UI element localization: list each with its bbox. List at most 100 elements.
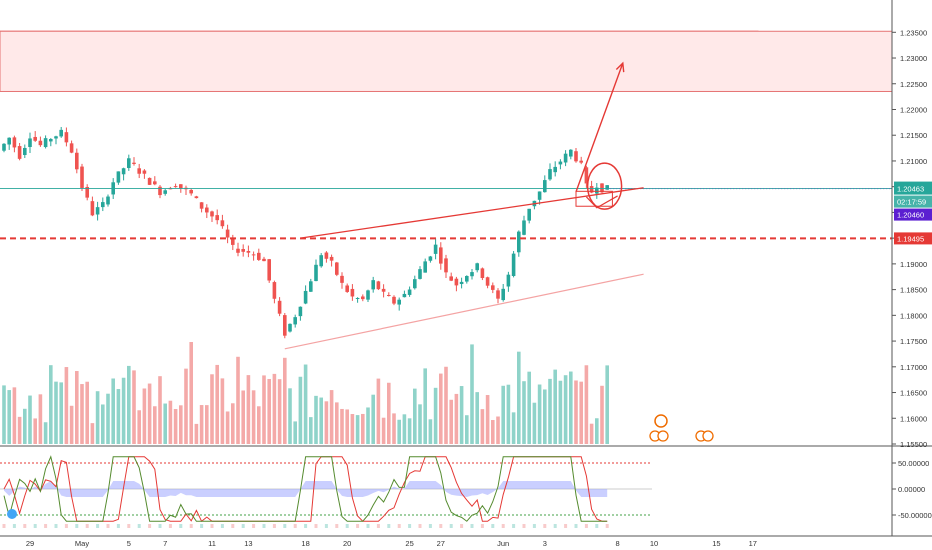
candle-body [69, 143, 74, 153]
candle-body [298, 306, 303, 317]
volume-bar [532, 402, 537, 444]
candle-body [324, 252, 329, 259]
candle-body [121, 168, 126, 175]
volume-bar [179, 405, 183, 444]
volume-bar [153, 406, 157, 444]
volume-bar [246, 375, 251, 444]
candle-body [54, 136, 58, 139]
oscillator-volume-bar [387, 524, 391, 528]
volume-bar [418, 404, 422, 444]
candle-body [241, 249, 245, 252]
candle-body [454, 278, 459, 286]
candle-body [439, 247, 443, 264]
candle-body [267, 259, 271, 281]
volume-bar [303, 364, 308, 444]
volume-bar [236, 356, 240, 444]
candle-body [272, 282, 277, 299]
oscillator-volume-bar [553, 524, 557, 528]
volume-bar [59, 382, 63, 444]
candle-body [85, 186, 89, 198]
candle-body [449, 276, 453, 281]
oscillator-volume-bar [605, 524, 609, 528]
volume-bar [64, 367, 69, 444]
volume-bar [283, 357, 287, 444]
volume-bar [433, 387, 438, 444]
volume-bar [23, 408, 27, 444]
time-tick-label: 15 [712, 539, 720, 548]
price-tick-label: 1.22500 [900, 80, 927, 89]
candle-body [579, 160, 583, 163]
oscillator-tick-label: -50.00000 [898, 511, 932, 520]
volume-bar [480, 409, 485, 444]
time-tick-label: 13 [244, 539, 252, 548]
time-tick-label: 27 [437, 539, 445, 548]
volume-bar [329, 390, 334, 444]
trendline [300, 187, 644, 239]
volume-bar [69, 405, 74, 444]
candle-body [116, 171, 121, 183]
volume-bar [423, 368, 427, 444]
candle-body [220, 220, 225, 227]
volume-bar [501, 385, 505, 444]
candle-body [303, 290, 308, 304]
candle-body [262, 258, 266, 262]
candle-body [402, 293, 407, 298]
volume-bar [449, 399, 453, 444]
candle-body [413, 279, 417, 289]
candle-body [387, 294, 391, 296]
resistance-zone-light [0, 30, 893, 92]
projection-arrowhead [615, 61, 625, 73]
volume-bar [173, 409, 178, 444]
volume-bar [38, 394, 43, 444]
candle-body [257, 252, 261, 260]
candle-body [127, 158, 131, 169]
oscillator-volume-bar [200, 524, 204, 528]
candle-body [459, 281, 464, 285]
candle-body [574, 151, 578, 162]
candle-body [106, 196, 110, 205]
candle-body [80, 166, 84, 188]
candle-body [558, 161, 563, 165]
volume-bar [454, 393, 459, 444]
volume-bar [163, 403, 167, 444]
volume-bar [251, 390, 256, 444]
candle-body [433, 244, 438, 254]
oscillator-volume-bar [168, 524, 172, 528]
oscillator-volume-bar [574, 524, 578, 528]
time-tick-label: 17 [749, 539, 757, 548]
oscillator-volume-bar [33, 524, 37, 528]
candle-body [251, 254, 256, 256]
volume-bar [293, 421, 297, 444]
candle-body [329, 256, 334, 261]
oscillator-volume-bar [231, 524, 235, 528]
candle-body [319, 255, 323, 267]
volume-bar [428, 419, 433, 444]
volume-bar [600, 385, 604, 444]
volume-bar [402, 414, 407, 444]
volume-bar [90, 423, 95, 444]
price-tick-label: 1.16500 [900, 389, 927, 398]
oscillator-signal-line [3, 456, 608, 523]
price-tick-label: 1.18000 [900, 311, 927, 320]
candle-body [293, 317, 297, 325]
volume-bar [506, 384, 511, 444]
volume-bar [194, 423, 199, 444]
oscillator-volume-bar [106, 524, 110, 528]
volume-bar [444, 366, 448, 444]
oscillator-volume-bar [23, 524, 27, 528]
volume-bar [387, 382, 391, 444]
candle-body [517, 231, 521, 253]
oscillator-volume-bar [262, 524, 266, 528]
oscillator-volume-bar [64, 524, 68, 528]
volume-bar [475, 392, 479, 444]
price-tick-label: 1.21000 [900, 157, 927, 166]
volume-bar [595, 418, 599, 444]
candle-body [355, 298, 360, 300]
price-tick-label: 1.17500 [900, 337, 927, 346]
volume-bar [12, 387, 17, 444]
volume-bar [127, 365, 131, 444]
candle-body [225, 229, 230, 238]
oscillator-volume-bar [376, 524, 380, 528]
volume-bar [324, 401, 329, 444]
